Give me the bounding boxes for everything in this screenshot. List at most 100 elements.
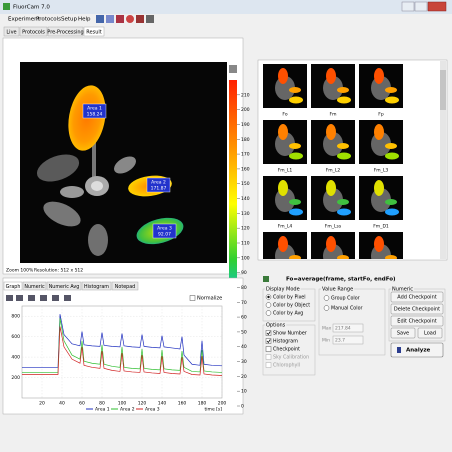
graph-tab-label[interactable]: Graph bbox=[6, 284, 21, 290]
menu-item[interactable]: Help bbox=[78, 17, 91, 23]
checkpoint-button[interactable] bbox=[390, 291, 444, 303]
save-button[interactable] bbox=[390, 327, 416, 339]
thumb-leaf bbox=[385, 96, 399, 104]
group-title: Options bbox=[266, 323, 286, 329]
graph-tab[interactable] bbox=[46, 281, 82, 291]
group-title: Display Mode bbox=[266, 287, 300, 293]
menu-item[interactable]: Experiment bbox=[8, 17, 41, 23]
colorbar-tick-label: 100 bbox=[241, 255, 250, 261]
thumb-leaf bbox=[337, 208, 351, 216]
load-button[interactable] bbox=[417, 327, 443, 339]
x-tick-label: 200 bbox=[218, 401, 227, 407]
analyze-label[interactable]: Analyze bbox=[406, 348, 431, 354]
thumb-leaf bbox=[326, 236, 336, 252]
text-field[interactable] bbox=[332, 323, 364, 333]
colorbar-tick-label: 60 bbox=[241, 315, 247, 321]
thumb-leaf bbox=[337, 96, 351, 104]
x-tick-label: 180 bbox=[198, 401, 207, 407]
text-field[interactable] bbox=[332, 335, 364, 345]
thumb-leaf bbox=[289, 87, 301, 93]
checkbox[interactable] bbox=[265, 346, 272, 352]
graph-tab[interactable] bbox=[3, 281, 23, 291]
radio-dot bbox=[267, 295, 270, 299]
thumb-leaf bbox=[385, 208, 399, 216]
tab[interactable] bbox=[3, 26, 20, 37]
thumb-leaf bbox=[337, 152, 351, 160]
colorbar-tick-label: 190 bbox=[241, 122, 250, 128]
colorbar-tick-label: 160 bbox=[241, 166, 250, 172]
close-button[interactable] bbox=[427, 1, 447, 12]
y-tick-label: 400 bbox=[11, 355, 20, 361]
minimize-button[interactable] bbox=[401, 1, 415, 12]
area-label-bg bbox=[146, 177, 171, 193]
graph-tab-label[interactable]: Notepad bbox=[115, 284, 135, 290]
thumb-leaf bbox=[385, 255, 397, 259]
area-value: 92.07 bbox=[158, 232, 171, 238]
tab[interactable] bbox=[47, 26, 84, 37]
checkbox[interactable] bbox=[265, 330, 272, 336]
tab-label[interactable]: Live bbox=[6, 30, 16, 36]
graph-tab-label[interactable]: Histogram bbox=[84, 284, 109, 290]
checkpoint-button-label: Edit Checkpoint bbox=[397, 319, 436, 325]
thumb-leaf bbox=[385, 143, 397, 149]
colorbar-tick-label: 20 bbox=[241, 374, 247, 380]
thumb-leaf bbox=[278, 236, 288, 252]
checkpoint-button-label: Add Checkpoint bbox=[397, 295, 436, 301]
graph-tab[interactable] bbox=[22, 281, 47, 291]
graph-tab-label[interactable]: Numeric Avg bbox=[49, 284, 80, 290]
analyze-button[interactable] bbox=[390, 342, 444, 358]
x-tick-label: 80 bbox=[99, 401, 105, 407]
group-box bbox=[388, 288, 446, 342]
checkbox[interactable] bbox=[189, 295, 196, 301]
thumb-leaf bbox=[289, 199, 301, 205]
graph-tab[interactable] bbox=[111, 281, 139, 291]
checkbox-label: Show Number bbox=[273, 331, 307, 337]
radio-button[interactable] bbox=[323, 305, 330, 311]
scrollbar-thumb[interactable] bbox=[440, 70, 446, 110]
thumb-leaf bbox=[337, 255, 349, 259]
resolution-status: Resolution: 512 x 512 bbox=[34, 268, 83, 274]
thumb-leaf bbox=[374, 236, 384, 252]
thumb-leaf bbox=[278, 124, 288, 140]
checkbox[interactable] bbox=[265, 362, 272, 368]
checkpoint-button[interactable] bbox=[390, 315, 444, 327]
radio-label: Color by Avg bbox=[273, 311, 303, 317]
window-title: FluorCam 7.0 bbox=[13, 5, 50, 11]
checkpoint-button[interactable] bbox=[390, 303, 444, 315]
thumb-leaf bbox=[326, 180, 336, 196]
checkbox[interactable] bbox=[265, 354, 272, 360]
tab-label[interactable]: Pre-Processing bbox=[47, 30, 83, 36]
graph-tab[interactable] bbox=[81, 281, 112, 291]
thumbnail-label: Fm bbox=[330, 112, 337, 118]
tab[interactable] bbox=[19, 26, 48, 37]
legend-label: Area 2 bbox=[120, 407, 135, 413]
tab-label[interactable]: Result bbox=[86, 30, 101, 36]
group-box bbox=[262, 324, 316, 376]
x-tick-label: 100 bbox=[118, 401, 127, 407]
menu-item[interactable]: Protocols bbox=[36, 17, 61, 23]
palette-icon[interactable] bbox=[229, 65, 237, 73]
group-title: Numeric bbox=[392, 287, 413, 293]
thumb-leaf bbox=[289, 143, 301, 149]
scrollbar[interactable] bbox=[440, 61, 446, 259]
series-line bbox=[22, 314, 223, 368]
radio-label: Manual Color bbox=[331, 306, 363, 312]
checkbox[interactable] bbox=[265, 338, 272, 344]
tab[interactable] bbox=[83, 26, 105, 37]
thumb-leaf bbox=[326, 124, 336, 140]
radio-button[interactable] bbox=[265, 302, 272, 308]
thumb-leaf bbox=[374, 124, 384, 140]
area-name: Area 3 bbox=[157, 226, 172, 232]
tab-label[interactable]: Protocols bbox=[22, 30, 45, 36]
maximize-button[interactable] bbox=[414, 1, 428, 12]
app-icon bbox=[3, 3, 10, 10]
radio-button[interactable] bbox=[265, 310, 272, 316]
colorbar-tick-label: 10 bbox=[241, 389, 247, 395]
radio-button[interactable] bbox=[323, 295, 330, 301]
x-tick-label: 140 bbox=[158, 401, 167, 407]
graph-tab-label[interactable]: Numeric bbox=[24, 284, 45, 290]
colorbar-tick-label: 0 bbox=[241, 404, 244, 410]
graph-toolbar bbox=[6, 295, 71, 301]
menu-item[interactable]: Setup bbox=[61, 17, 78, 23]
radio-label: Group Color bbox=[331, 296, 360, 302]
